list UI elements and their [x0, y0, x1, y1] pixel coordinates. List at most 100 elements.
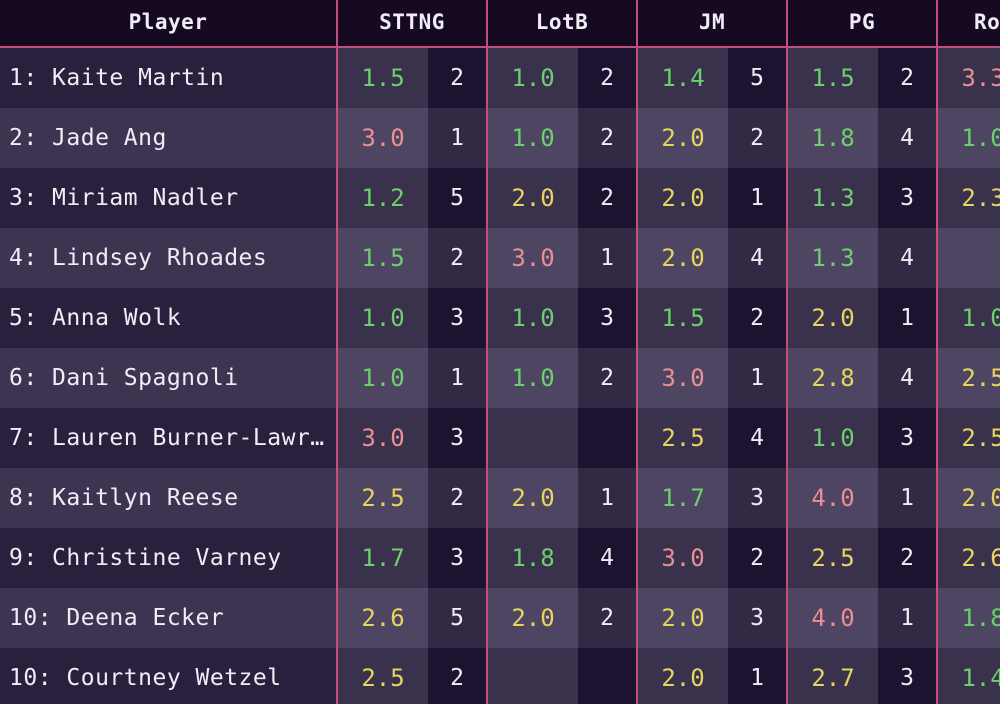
- score-cell-jm: 1.7: [638, 468, 728, 528]
- player-name: 5: Anna Wolk: [9, 305, 182, 331]
- score-cell-jm: 3.0: [638, 528, 728, 588]
- table-row[interactable]: 10: Courtney Wetzel 2.5 2 2.0 1 2.7 3 1.4: [0, 648, 1000, 704]
- rank-cell-lotb: 4: [578, 528, 636, 588]
- score-cell-ro: 1.8: [938, 588, 1000, 648]
- score-cell-ro: 2.0: [938, 468, 1000, 528]
- score-cell-sttng: 1.5: [338, 48, 428, 108]
- table-row[interactable]: 8: Kaitlyn Reese 2.5 2 2.0 1 1.7 3 4.0 1 2.0: [0, 468, 1000, 528]
- column-header-sttng[interactable]: STTNG: [379, 10, 445, 34]
- score-cell-jm: 1.4: [638, 48, 728, 108]
- score-cell-lotb: 2.0: [488, 588, 578, 648]
- player-name: 1: Kaite Martin: [9, 65, 225, 91]
- score-cell-sttng: 1.5: [338, 228, 428, 288]
- rank-cell-lotb: 2: [578, 348, 636, 408]
- rank-cell-sttng: 3: [428, 528, 486, 588]
- score-cell-pg: 1.5: [788, 48, 878, 108]
- score-cell-ro: 1.4: [938, 648, 1000, 704]
- rank-cell-pg: 1: [878, 288, 936, 348]
- column-divider: [936, 0, 938, 704]
- rank-cell-sttng: 5: [428, 588, 486, 648]
- table-row[interactable]: 3: Miriam Nadler 1.2 5 2.0 2 2.0 1 1.3 3 2.3: [0, 168, 1000, 228]
- rank-cell-pg: 4: [878, 348, 936, 408]
- rank-cell-sttng: 2: [428, 228, 486, 288]
- rank-cell-sttng: 2: [428, 468, 486, 528]
- player-name: 2: Jade Ang: [9, 125, 167, 151]
- score-cell-jm: 2.0: [638, 108, 728, 168]
- rank-cell-jm: 2: [728, 528, 786, 588]
- score-cell-ro: 2.5: [938, 348, 1000, 408]
- rank-cell-jm: 1: [728, 348, 786, 408]
- rank-cell-pg: 2: [878, 48, 936, 108]
- score-cell-pg: 2.5: [788, 528, 878, 588]
- score-cell-ro: 1.0: [938, 288, 1000, 348]
- column-divider: [786, 0, 788, 704]
- table-row[interactable]: 2: Jade Ang 3.0 1 1.0 2 2.0 2 1.8 4 1.0: [0, 108, 1000, 168]
- table-row[interactable]: 10: Deena Ecker 2.6 5 2.0 2 2.0 3 4.0 1 1.8: [0, 588, 1000, 648]
- column-divider: [636, 0, 638, 704]
- score-cell-pg: 4.0: [788, 468, 878, 528]
- player-name: 9: Christine Varney: [9, 545, 282, 571]
- score-cell-sttng: 3.0: [338, 108, 428, 168]
- score-cell-lotb: 3.0: [488, 228, 578, 288]
- column-header-ro[interactable]: Ro: [974, 10, 1000, 34]
- rank-cell-lotb: 2: [578, 108, 636, 168]
- score-cell-pg: 2.8: [788, 348, 878, 408]
- score-cell-lotb: 1.0: [488, 348, 578, 408]
- rank-cell-sttng: 1: [428, 108, 486, 168]
- score-cell-pg: 2.7: [788, 648, 878, 704]
- table-row[interactable]: 4: Lindsey Rhoades 1.5 2 3.0 1 2.0 4 1.3 4: [0, 228, 1000, 288]
- table-row[interactable]: 1: Kaite Martin 1.5 2 1.0 2 1.4 5 1.5 2 3.3: [0, 48, 1000, 108]
- score-cell-jm: 3.0: [638, 348, 728, 408]
- rank-cell-pg: 3: [878, 648, 936, 704]
- score-cell-pg: 4.0: [788, 588, 878, 648]
- score-cell-jm: 2.0: [638, 228, 728, 288]
- rank-cell-lotb: 3: [578, 288, 636, 348]
- rank-cell-lotb: [578, 408, 636, 468]
- table-row[interactable]: 7: Lauren Burner-Lawr… 3.0 3 2.5 4 1.0 3 2.5: [0, 408, 1000, 468]
- score-cell-ro: 3.3: [938, 48, 1000, 108]
- rank-cell-jm: 2: [728, 288, 786, 348]
- score-cell-jm: 2.5: [638, 408, 728, 468]
- column-header-lotb[interactable]: LotB: [535, 10, 589, 34]
- rank-cell-lotb: 2: [578, 48, 636, 108]
- score-cell-lotb: [488, 648, 578, 704]
- score-cell-sttng: 1.2: [338, 168, 428, 228]
- rank-cell-pg: 3: [878, 408, 936, 468]
- score-cell-ro: [938, 228, 1000, 288]
- rank-cell-lotb: [578, 648, 636, 704]
- column-header-jm[interactable]: JM: [698, 10, 726, 34]
- score-cell-sttng: 1.0: [338, 348, 428, 408]
- score-cell-lotb: 2.0: [488, 168, 578, 228]
- score-cell-ro: 2.5: [938, 408, 1000, 468]
- score-cell-jm: 2.0: [638, 648, 728, 704]
- score-cell-pg: 1.8: [788, 108, 878, 168]
- player-name: 8: Kaitlyn Reese: [9, 485, 239, 511]
- player-name: 4: Lindsey Rhoades: [9, 245, 268, 271]
- score-cell-jm: 2.0: [638, 588, 728, 648]
- score-cell-jm: 2.0: [638, 168, 728, 228]
- score-cell-lotb: 1.0: [488, 288, 578, 348]
- rank-cell-sttng: 2: [428, 48, 486, 108]
- rank-cell-jm: 1: [728, 168, 786, 228]
- score-cell-sttng: 2.6: [338, 588, 428, 648]
- table-row[interactable]: 6: Dani Spagnoli 1.0 1 1.0 2 3.0 1 2.8 4 2.5: [0, 348, 1000, 408]
- rank-cell-pg: 1: [878, 588, 936, 648]
- score-cell-sttng: 1.0: [338, 288, 428, 348]
- rank-cell-jm: 3: [728, 468, 786, 528]
- rank-cell-pg: 4: [878, 108, 936, 168]
- score-cell-ro: 2.6: [938, 528, 1000, 588]
- table-row[interactable]: 5: Anna Wolk 1.0 3 1.0 3 1.5 2 2.0 1 1.0: [0, 288, 1000, 348]
- score-cell-lotb: 1.8: [488, 528, 578, 588]
- score-cell-pg: 1.3: [788, 228, 878, 288]
- column-header-pg[interactable]: PG: [848, 10, 876, 34]
- rank-cell-lotb: 1: [578, 468, 636, 528]
- score-cell-lotb: [488, 408, 578, 468]
- table-row[interactable]: 9: Christine Varney 1.7 3 1.8 4 3.0 2 2.5 2 2.6: [0, 528, 1000, 588]
- player-column-header[interactable]: Player: [128, 10, 208, 34]
- rank-cell-pg: 1: [878, 468, 936, 528]
- score-cell-jm: 1.5: [638, 288, 728, 348]
- rank-cell-lotb: 2: [578, 168, 636, 228]
- score-cell-pg: 1.3: [788, 168, 878, 228]
- score-cell-pg: 1.0: [788, 408, 878, 468]
